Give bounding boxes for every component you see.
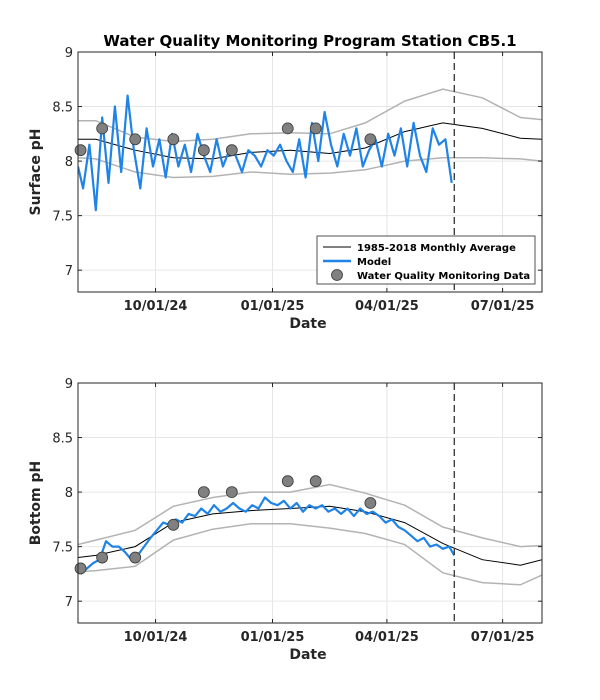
legend-box [316,235,536,285]
y-tick-label: 7 [65,595,73,610]
x-axis-title: Date [289,647,326,663]
y-tick-label: 7 [65,264,73,279]
x-tick-label: 07/01/25 [471,299,535,314]
upper-band-line [78,483,542,548]
monitoring-data-point [96,122,109,135]
x-axis-title: Date [289,316,326,332]
monitoring-data-point [309,122,322,135]
chart-title: Water Quality Monitoring Program Station… [103,32,516,50]
x-tick-label: 01/01/25 [241,299,305,314]
x-tick-label: 10/01/24 [124,630,188,645]
x-tick-label: 07/01/25 [471,630,535,645]
monitoring-data-point [129,133,142,146]
legend-model-label: Model [357,257,391,268]
axes-box [77,382,543,624]
x-tick-label: 10/01/24 [124,299,188,314]
legend-data-swatch [331,269,343,281]
monitoring-data-point [167,133,180,146]
axes-box [77,51,543,293]
monitoring-data-point [129,551,142,564]
plot-area [78,383,542,623]
y-tick-label: 9 [65,377,73,392]
monitoring-data-point [197,144,210,157]
y-tick-label: 9 [65,46,73,61]
x-tick-label: 04/01/25 [355,299,419,314]
y-axis-title: Bottom pH [28,461,44,546]
monitoring-data-point [225,486,238,498]
monitoring-data-point [96,551,109,564]
y-tick-label: 8.5 [52,101,73,116]
lower-band-line [78,522,542,586]
monitoring-data-point [74,144,87,157]
monitoring-data-point [309,475,322,488]
y-tick-label: 7.5 [52,210,73,225]
monitoring-data-point [225,144,238,157]
monthly-average-line [78,122,542,160]
monitoring-data-point [364,497,377,509]
monthly-average-line [78,505,542,566]
monitoring-data-point [197,486,210,498]
legend-average-label: 1985-2018 Monthly Average [357,243,516,254]
y-tick-label: 8.5 [52,432,73,447]
legend-data-label: Water Quality Monitoring Data [357,271,530,282]
model-line [78,94,453,212]
x-tick-label: 04/01/25 [355,630,419,645]
monitoring-data-point [364,133,377,146]
y-axis-title: Surface pH [28,129,44,216]
monitoring-data-point [281,475,294,488]
y-tick-label: 7.5 [52,541,73,556]
x-tick-label: 01/01/25 [241,630,305,645]
y-tick-label: 8 [65,486,73,501]
model-line [79,496,456,575]
monitoring-data-point [74,562,87,575]
y-tick-label: 8 [65,155,73,170]
monitoring-data-point [167,518,180,531]
monitoring-data-point [281,122,294,135]
